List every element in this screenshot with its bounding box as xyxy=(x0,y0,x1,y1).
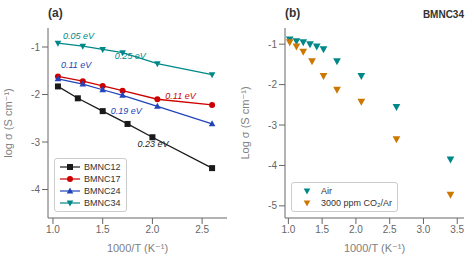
svg-text:2.5: 2.5 xyxy=(195,224,209,235)
html-text:3000 ppm CO₂/Ar: 3000 ppm CO₂/Ar xyxy=(321,198,392,208)
svg-text:-1: -1 xyxy=(268,39,277,50)
svg-text:3.5: 3.5 xyxy=(450,224,464,235)
svg-text:1.0: 1.0 xyxy=(46,224,60,235)
html-text:(a): (a) xyxy=(48,6,63,20)
svg-text:log σ (S cm⁻¹): log σ (S cm⁻¹) xyxy=(8,88,14,157)
html-text:BMNC34: BMNC34 xyxy=(84,198,121,208)
svg-text:0.23 eV: 0.23 eV xyxy=(138,139,170,149)
svg-text:2.0: 2.0 xyxy=(145,224,159,235)
svg-text:3.0: 3.0 xyxy=(417,224,431,235)
svg-text:0.11 eV: 0.11 eV xyxy=(61,60,92,70)
svg-text:1000/T (K⁻¹): 1000/T (K⁻¹) xyxy=(107,242,168,254)
svg-text:0.25 eV: 0.25 eV xyxy=(115,51,147,61)
html-text:BMNC12: BMNC12 xyxy=(84,162,121,172)
svg-text:0.11 eV: 0.11 eV xyxy=(165,91,196,101)
svg-text:-4: -4 xyxy=(268,160,277,171)
html-text:(b): (b) xyxy=(285,6,301,20)
svg-text:1.5: 1.5 xyxy=(315,224,329,235)
svg-text:1000/T (K⁻¹): 1000/T (K⁻¹) xyxy=(344,242,405,254)
svg-text:-1: -1 xyxy=(31,42,40,53)
svg-text:2.0: 2.0 xyxy=(349,224,363,235)
svg-text:Log σ (S cm⁻¹): Log σ (S cm⁻¹) xyxy=(239,86,251,159)
svg-text:-2: -2 xyxy=(268,79,277,90)
svg-text:-5: -5 xyxy=(268,200,277,211)
svg-text:-3: -3 xyxy=(31,137,40,148)
svg-text:0.19 eV: 0.19 eV xyxy=(111,106,143,116)
html-text:BMNC34: BMNC34 xyxy=(422,9,464,20)
svg-text:-2: -2 xyxy=(31,89,40,100)
svg-text:2.5: 2.5 xyxy=(383,224,397,235)
html-text:BMNC17: BMNC17 xyxy=(84,174,121,184)
svg-text:1.0: 1.0 xyxy=(281,224,295,235)
html-text:Air: Air xyxy=(321,186,332,196)
svg-text:1.5: 1.5 xyxy=(96,224,110,235)
svg-text:-3: -3 xyxy=(268,120,277,131)
svg-text:-4: -4 xyxy=(31,184,40,195)
html-text:BMNC24: BMNC24 xyxy=(84,186,121,196)
svg-text:0.05 eV: 0.05 eV xyxy=(63,31,95,41)
